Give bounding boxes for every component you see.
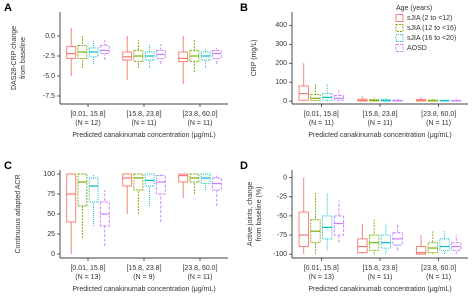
box (122, 173, 133, 187)
y-tick-label: 200 (275, 60, 287, 67)
x-tick-label: [0.01, 15.8] (70, 111, 105, 118)
y-tick-label: -50 (277, 213, 287, 220)
y-axis-title: DAS28-CRP change (11, 26, 18, 90)
y-tick-label: 0.0 (45, 33, 55, 40)
legend-swatch (395, 14, 404, 22)
x-tick-n: (N = 12) (75, 120, 100, 127)
box (310, 94, 321, 102)
y-tick-label: 0 (283, 174, 287, 181)
y-axis-title: Active joints, change (247, 182, 254, 246)
y-tick-label: -25 (277, 194, 287, 201)
box (211, 49, 222, 59)
x-tick-n: (N = 11) (132, 120, 157, 127)
y-tick-label: 25 (47, 231, 55, 238)
x-tick-label: [15.8, 23.8] (362, 265, 397, 272)
panel-letter: C (4, 160, 12, 172)
y-axis-title: from baseline (20, 37, 27, 79)
panel-letter: B (240, 2, 248, 14)
x-axis-title: Predicted canakinumab concentration (μg/… (308, 132, 451, 139)
x-tick-n: (N = 11) (368, 120, 393, 127)
box (155, 175, 166, 195)
y-tick-label: -100 (273, 251, 287, 258)
legend-swatch (395, 44, 404, 52)
legend-label: AOSD (407, 45, 427, 52)
x-axis-title: Predicted canakinumab concentration (μg/… (72, 132, 215, 139)
legend-swatch (395, 24, 404, 32)
box (333, 215, 345, 236)
x-tick-n: (N = 11) (188, 120, 213, 127)
x-tick-n: (N = 13) (75, 274, 100, 281)
y-tick-label: -5.0 (43, 73, 55, 80)
x-tick-n: (N = 9) (133, 274, 155, 281)
y-tick-label: -75 (277, 232, 287, 239)
box (178, 51, 189, 63)
legend-label: sJIA (12 to <16) (407, 25, 456, 32)
box (66, 173, 77, 223)
x-tick-n: (N = 13) (309, 274, 334, 281)
x-tick-label: [23.8, 60.0] (421, 111, 456, 118)
x-tick-n: (N = 11) (426, 274, 451, 281)
box (298, 211, 309, 247)
box (66, 45, 77, 59)
y-tick-label: 0 (51, 251, 55, 258)
y-tick-label: 50 (47, 211, 55, 218)
y-axis-title: from baseline (%) (256, 187, 263, 242)
y-tick-label: -2.5 (43, 53, 55, 60)
x-tick-n: (N = 11) (426, 120, 451, 127)
legend-bg (392, 3, 470, 55)
x-tick-label: [15.8, 23.8] (362, 111, 397, 118)
x-tick-label: [23.8, 60.0] (421, 265, 456, 272)
box (133, 173, 144, 191)
x-axis-title: Predicted canakinumab concentration (μg/… (308, 286, 451, 293)
box (200, 173, 211, 185)
y-tick-label: 100 (275, 79, 287, 86)
box (99, 45, 110, 55)
box (178, 173, 189, 183)
y-tick-label: 100 (43, 171, 55, 178)
panel-letter: A (4, 2, 12, 14)
box (380, 234, 392, 249)
box (439, 238, 450, 251)
box (357, 238, 368, 254)
legend-title: Age (years) (396, 5, 432, 12)
y-tick-label: 300 (275, 41, 287, 48)
x-axis-title: Predicted canakinumab concentration (μg/… (72, 286, 215, 293)
x-tick-label: [0.01, 15.8] (304, 111, 339, 118)
x-tick-label: [0.01, 15.8] (304, 265, 339, 272)
box (88, 177, 99, 203)
x-tick-label: [15.8, 23.8] (126, 111, 161, 118)
x-tick-n: (N = 11) (368, 274, 393, 281)
x-tick-label: [15.8, 23.8] (126, 265, 161, 272)
y-tick-label: 75 (47, 191, 55, 198)
y-tick-label: 400 (275, 22, 287, 29)
legend-label: sJIA (2 to <12) (407, 15, 452, 22)
panel-letter: D (240, 160, 248, 172)
legend-swatch (395, 34, 404, 42)
y-tick-label: 0 (283, 98, 287, 105)
box (415, 246, 427, 255)
y-axis-title: Continuous adapted ACR (15, 175, 22, 254)
box (122, 51, 133, 61)
y-tick-label: -7.5 (43, 93, 55, 100)
legend-label: sJIA (16 to <20) (407, 35, 456, 42)
x-tick-label: [23.8, 60.0] (182, 111, 217, 118)
x-tick-label: [23.8, 60.0] (182, 265, 217, 272)
x-tick-n: (N = 11) (188, 274, 213, 281)
x-tick-n: (N = 11) (309, 120, 334, 127)
box (77, 173, 88, 207)
x-tick-label: [0.01, 15.8] (70, 265, 105, 272)
y-axis-title: CRP (mg/L) (251, 40, 258, 77)
